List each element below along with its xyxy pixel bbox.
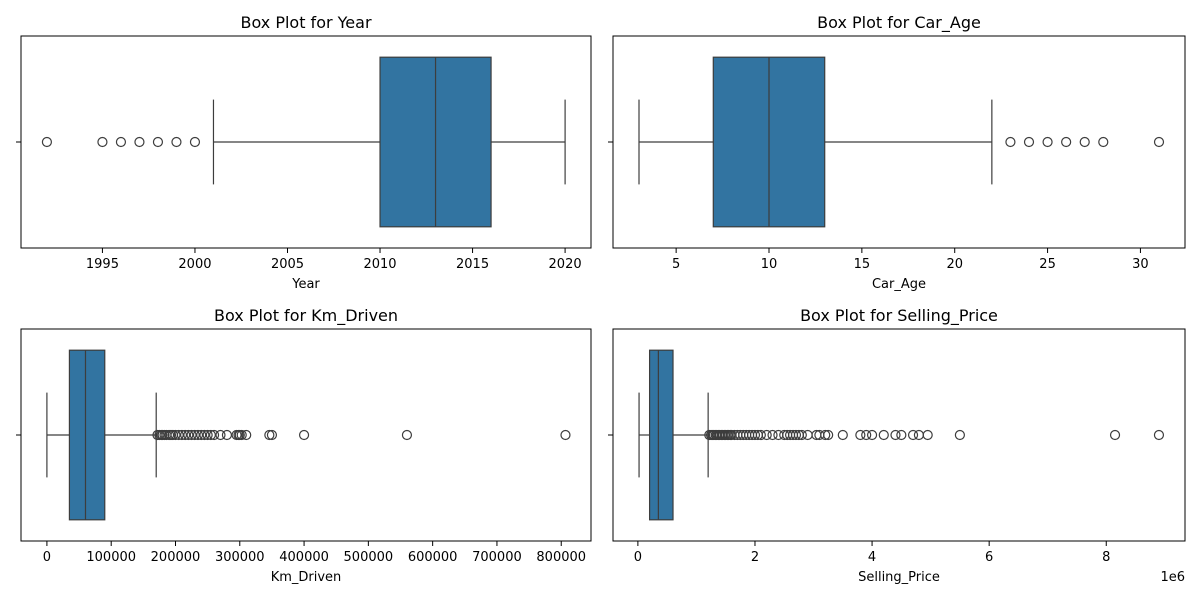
x-tick-label: 1995 bbox=[86, 257, 119, 272]
outlier-point bbox=[205, 429, 216, 441]
outlier-point bbox=[196, 429, 207, 441]
outlier-point bbox=[152, 136, 164, 148]
outlier-point bbox=[266, 429, 278, 441]
outlier-point bbox=[820, 429, 831, 441]
outlier-point bbox=[134, 136, 145, 148]
outlier-point bbox=[878, 429, 889, 441]
outlier-point bbox=[208, 429, 220, 441]
outlier-point bbox=[790, 429, 802, 441]
chart-panel-3: Box Plot for Km_Driven 0 100000 200000 30000… bbox=[16, 306, 592, 585]
outlier-point bbox=[767, 429, 778, 441]
outlier-point bbox=[199, 429, 210, 441]
x-tick-label: 2010 bbox=[363, 257, 396, 272]
x-tick-label: 2000 bbox=[178, 257, 211, 272]
outlier-point bbox=[115, 136, 127, 148]
x-tick-label: 0 bbox=[43, 550, 51, 565]
x-tick-label: 30 bbox=[1132, 257, 1149, 272]
x-tick-label: 20 bbox=[946, 257, 963, 272]
x-tick-label: 2 bbox=[751, 550, 759, 565]
x-tick-label: 10 bbox=[761, 257, 778, 272]
x-tick-label: 6 bbox=[985, 550, 993, 565]
outlier-point bbox=[855, 429, 866, 441]
chart-title: Box Plot for Km_Driven bbox=[214, 306, 398, 326]
outlier-point bbox=[186, 429, 197, 441]
x-tick-label: 8 bbox=[1102, 550, 1110, 565]
outlier-point bbox=[866, 429, 878, 441]
outlier-point bbox=[236, 429, 247, 441]
x-tick-label: 800000 bbox=[536, 550, 586, 565]
iqr-box bbox=[648, 349, 674, 521]
x-tick-label: 600000 bbox=[408, 550, 458, 565]
x-tick-label: 4 bbox=[868, 550, 876, 565]
x-tick-label: 300000 bbox=[215, 550, 265, 565]
outlier-point bbox=[202, 429, 213, 441]
chart-panel-4: Box Plot for Selling_Price 0 2 4 6 8 Selling_P… bbox=[608, 306, 1186, 585]
x-axis-label: Selling_Price bbox=[858, 570, 940, 585]
outlier-point bbox=[560, 429, 571, 441]
outlier-point bbox=[189, 136, 201, 148]
outlier-point bbox=[221, 429, 233, 441]
x-tick-label: 2015 bbox=[456, 257, 489, 272]
outlier-point bbox=[907, 429, 919, 441]
outlier-point bbox=[837, 429, 848, 441]
outlier-point bbox=[1005, 136, 1016, 148]
x-tick-label: 400000 bbox=[279, 550, 329, 565]
outlier-point bbox=[823, 429, 834, 441]
x-axis-label: Car_Age bbox=[872, 277, 926, 292]
outlier-point bbox=[189, 429, 200, 441]
outlier-point bbox=[755, 429, 766, 441]
outlier-point bbox=[215, 429, 226, 441]
outlier-point bbox=[401, 429, 413, 441]
outlier-point bbox=[1098, 136, 1109, 148]
outlier-point bbox=[890, 429, 901, 441]
x-tick-label: 2005 bbox=[271, 257, 304, 272]
outlier-point bbox=[796, 429, 807, 441]
outlier-point bbox=[1042, 136, 1053, 148]
x-axis-label: Year bbox=[291, 277, 320, 292]
outlier-point bbox=[241, 429, 252, 441]
outlier-point bbox=[1153, 136, 1165, 148]
outlier-point bbox=[176, 429, 188, 441]
outlier-point bbox=[1079, 136, 1090, 148]
outlier-point bbox=[954, 429, 965, 441]
outlier-point bbox=[1153, 429, 1165, 441]
chart-title: Box Plot for Car_Age bbox=[817, 13, 981, 33]
x-tick-label: 0 bbox=[634, 550, 642, 565]
outlier-point bbox=[922, 429, 933, 441]
x-tick-label: 15 bbox=[854, 257, 871, 272]
chart-title: Box Plot for Year bbox=[240, 13, 371, 32]
x-tick-label: 100000 bbox=[86, 550, 136, 565]
chart-panel-2: Box Plot for Car_Age 5 10 15 20 25 30 Car_Age bbox=[608, 13, 1186, 292]
x-tick-label: 25 bbox=[1039, 257, 1056, 272]
x-tick-label: 200000 bbox=[151, 550, 201, 565]
outlier-point bbox=[173, 429, 184, 441]
iqr-box bbox=[68, 349, 106, 521]
outlier-point bbox=[1061, 136, 1072, 148]
x-offset-label: 1e6 bbox=[1160, 570, 1185, 585]
chart-panel-1: Box Plot for Year 1995 2000 2005 2010 2015 202… bbox=[16, 13, 592, 292]
x-tick-label: 500000 bbox=[344, 550, 394, 565]
x-tick-label: 5 bbox=[672, 257, 680, 272]
outlier-point bbox=[749, 429, 761, 441]
x-axis-label: Km_Driven bbox=[271, 570, 342, 585]
x-tick-label: 700000 bbox=[472, 550, 522, 565]
outlier-point bbox=[97, 136, 108, 148]
outlier-point bbox=[170, 429, 181, 441]
outlier-point bbox=[264, 429, 275, 441]
outlier-point bbox=[761, 429, 772, 441]
outlier-point bbox=[180, 429, 191, 441]
outlier-point bbox=[192, 429, 204, 441]
chart-title: Box Plot for Selling_Price bbox=[800, 306, 998, 326]
outlier-point bbox=[896, 429, 907, 441]
outlier-point bbox=[1023, 136, 1035, 148]
outlier-point bbox=[861, 429, 872, 441]
x-tick-label: 2020 bbox=[549, 257, 582, 272]
outlier-point bbox=[41, 136, 53, 148]
outlier-point bbox=[1109, 429, 1121, 441]
outlier-point bbox=[171, 136, 182, 148]
outlier-point bbox=[298, 429, 310, 441]
outlier-point bbox=[183, 429, 194, 441]
